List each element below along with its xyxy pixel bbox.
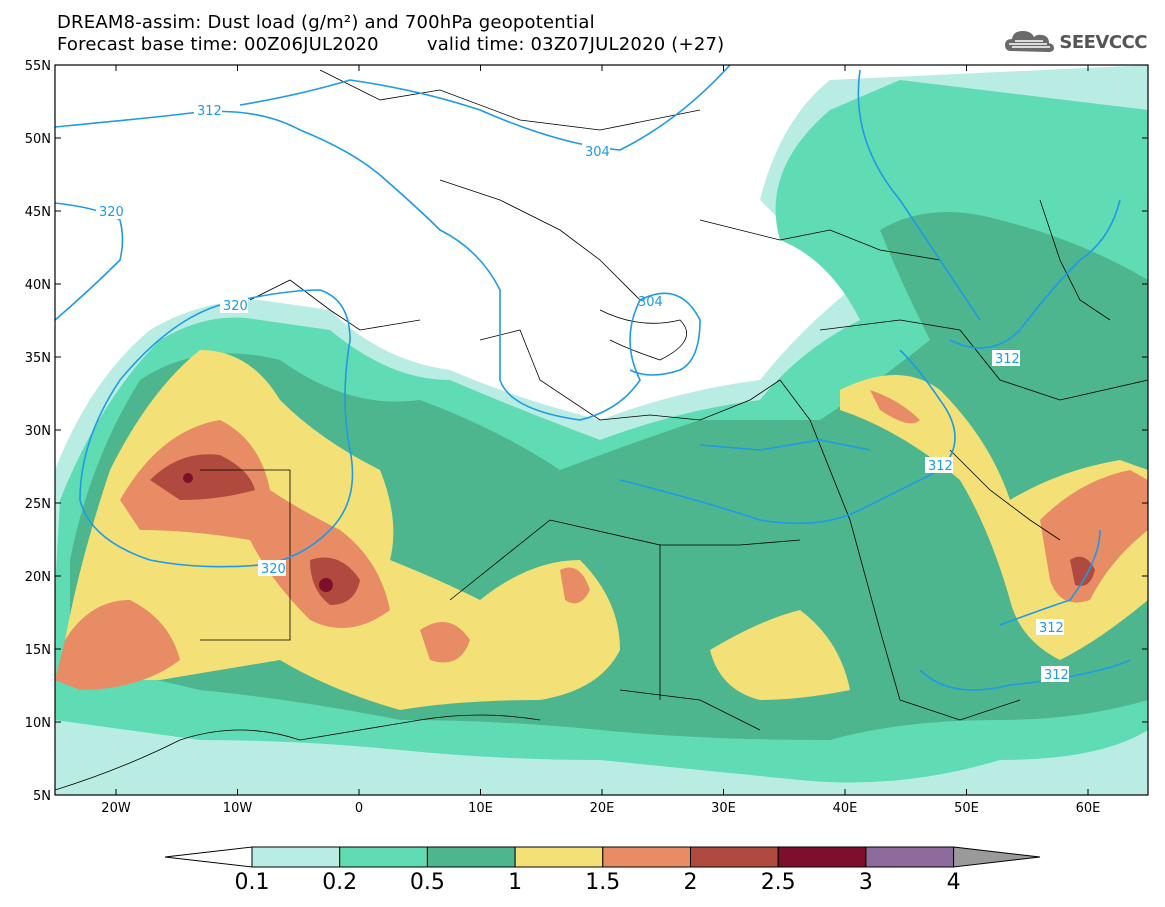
contour-label: 320 [261,562,286,577]
lat-tick-label: 55N [25,59,51,74]
longitude-axis: 20W 10W 0 10E 20E 30E 40E 50E 60E [101,65,1100,816]
colorbar-label: 0.5 [409,870,445,895]
lat-tick-label: 25N [25,497,51,512]
base-time: Forecast base time: 00Z06JUL2020 [57,34,379,55]
colorbar [164,846,1041,868]
lat-tick-label: 10N [25,716,51,731]
colorbar-segment [690,846,779,868]
lon-tick-label: 20W [101,801,131,816]
colorbar-label: 2 [683,870,698,895]
geopotential-contours [55,65,1131,691]
dust-field [55,65,1148,795]
valid-time: valid time: 03Z07JUL2020 (+27) [426,34,725,55]
colorbar-segment [514,846,604,868]
colorbar-label: 1 [508,870,523,895]
lat-tick-label: 35N [25,351,51,366]
colorbar-segment [953,846,1041,868]
lon-tick-label: 10W [223,801,253,816]
colorbar-label: 3 [858,870,873,895]
lon-tick-label: 0 [355,801,363,816]
lat-tick-label: 15N [25,643,51,658]
seevccc-logo: SEEVCCC [1003,27,1147,57]
lat-tick-label: 30N [25,424,51,439]
colorbar-segment [164,846,253,868]
contour-label: 320 [223,299,248,314]
colorbar-segment [426,846,516,868]
lon-tick-label: 40E [833,801,858,816]
colorbar-segment [777,846,867,868]
contour-label: 312 [197,104,222,119]
contour-label: 312 [1039,621,1064,636]
contour-label: 320 [99,205,124,220]
map-subtitle: Forecast base time: 00Z06JUL2020 valid ti… [57,34,724,55]
contour-label: 312 [995,352,1020,367]
contour-label: 312 [928,459,953,474]
country-borders [55,69,1148,791]
colorbar-segment [339,846,428,868]
colorbar-segment [865,846,955,868]
lat-tick-label: 20N [25,570,51,585]
lon-tick-label: 30E [711,801,736,816]
lat-tick-label: 50N [25,132,51,147]
colorbar-label: 0.1 [234,870,270,895]
colorbar-label: 0.2 [322,870,358,895]
colorbar-label: 4 [946,870,961,895]
lat-tick-label: 40N [25,278,51,293]
colorbar-segment [251,846,341,868]
lat-tick-label: 5N [33,789,51,804]
contour-label: 304 [585,145,610,160]
contour-label: 312 [1044,668,1069,683]
lon-tick-label: 20E [590,801,615,816]
lon-tick-label: 10E [468,801,493,816]
contour-label: 304 [638,295,663,310]
logo-text: SEEVCCC [1059,31,1147,53]
cloud-icon [1005,31,1055,52]
lat-tick-label: 45N [25,205,51,220]
colorbar-label: 2.5 [760,870,796,895]
latitude-axis: 55N 50N 45N 40N 35N 30N 25N 20N 15N 10N 5N [25,59,1148,804]
lon-tick-label: 50E [954,801,979,816]
lon-tick-label: 60E [1076,801,1101,816]
map-title: DREAM8-assim: Dust load (g/m²) and 700hP… [57,12,595,33]
contour-labels: 312 304 320 304 320 320 312 312 312 312 [96,102,1069,683]
colorbar-segment [602,846,691,868]
colorbar-label: 1.5 [585,870,621,895]
